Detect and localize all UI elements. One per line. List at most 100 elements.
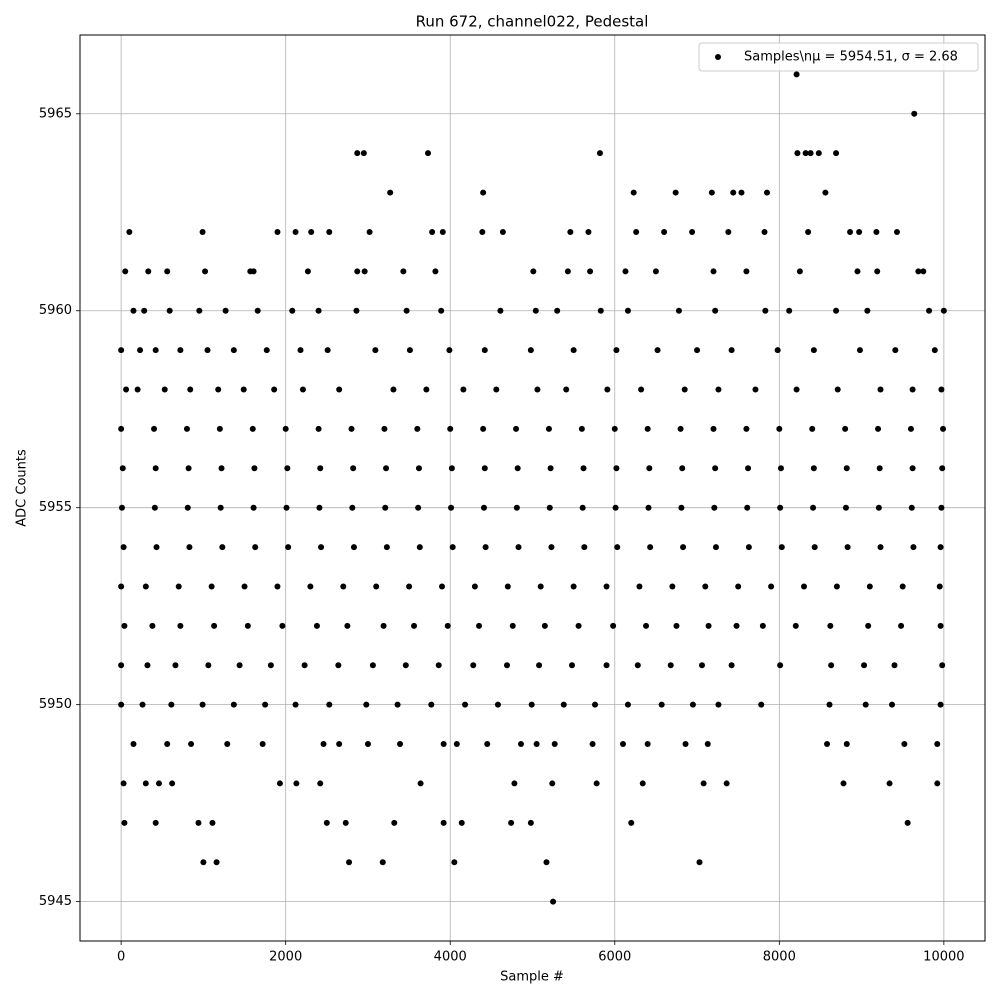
point xyxy=(186,544,193,551)
x-axis-label: Sample # xyxy=(500,970,564,985)
point xyxy=(494,701,501,708)
point xyxy=(479,228,486,235)
point xyxy=(250,268,257,275)
point xyxy=(120,544,127,551)
point xyxy=(209,819,216,826)
point xyxy=(217,504,224,511)
point xyxy=(807,150,814,157)
point xyxy=(889,701,896,708)
point xyxy=(142,583,149,590)
point xyxy=(183,425,190,432)
point xyxy=(415,504,422,511)
point xyxy=(824,741,831,748)
point xyxy=(893,228,900,235)
point xyxy=(793,71,800,78)
point xyxy=(768,583,775,590)
point xyxy=(123,386,130,393)
point xyxy=(241,583,248,590)
point xyxy=(289,307,296,314)
point xyxy=(805,228,812,235)
point xyxy=(482,544,489,551)
point xyxy=(152,819,159,826)
point xyxy=(864,307,871,314)
point xyxy=(168,701,175,708)
point xyxy=(679,465,686,472)
point xyxy=(262,701,269,708)
legend-marker xyxy=(715,54,721,60)
point xyxy=(342,819,349,826)
point xyxy=(934,741,941,748)
point xyxy=(222,307,229,314)
point xyxy=(403,307,410,314)
point xyxy=(589,741,596,748)
x-tick-label: 4000 xyxy=(434,950,467,965)
point xyxy=(126,228,133,235)
point xyxy=(926,307,933,314)
point xyxy=(279,622,286,629)
point xyxy=(336,386,343,393)
point xyxy=(585,228,592,235)
point xyxy=(842,504,849,511)
point xyxy=(379,859,386,866)
point xyxy=(809,425,816,432)
point xyxy=(282,425,289,432)
point xyxy=(283,504,290,511)
point xyxy=(276,780,283,787)
point xyxy=(383,544,390,551)
point xyxy=(250,504,257,511)
point xyxy=(534,386,541,393)
point xyxy=(891,662,898,669)
point xyxy=(137,347,144,354)
point xyxy=(202,268,209,275)
point xyxy=(480,504,487,511)
point xyxy=(340,583,347,590)
point xyxy=(603,583,610,590)
point xyxy=(647,544,654,551)
point xyxy=(680,544,687,551)
point xyxy=(363,701,370,708)
point xyxy=(643,622,650,629)
point xyxy=(134,386,141,393)
point xyxy=(204,347,211,354)
point xyxy=(432,268,439,275)
point xyxy=(554,307,561,314)
point xyxy=(308,228,315,235)
point xyxy=(301,662,308,669)
point xyxy=(634,662,641,669)
point xyxy=(451,859,458,866)
point xyxy=(762,307,769,314)
point xyxy=(778,544,785,551)
point xyxy=(810,465,817,472)
point xyxy=(118,583,125,590)
point xyxy=(840,780,847,787)
point xyxy=(886,780,893,787)
point xyxy=(745,465,752,472)
point xyxy=(118,347,125,354)
point xyxy=(284,465,291,472)
point xyxy=(543,859,550,866)
point xyxy=(907,425,914,432)
point xyxy=(515,544,522,551)
point xyxy=(364,741,371,748)
point xyxy=(939,662,946,669)
point xyxy=(259,741,266,748)
point xyxy=(215,386,222,393)
point xyxy=(118,662,125,669)
point xyxy=(815,150,822,157)
point xyxy=(199,228,206,235)
point xyxy=(406,347,413,354)
point xyxy=(411,622,418,629)
point xyxy=(344,622,351,629)
point xyxy=(263,347,270,354)
point xyxy=(499,228,506,235)
point xyxy=(346,859,353,866)
point xyxy=(444,622,451,629)
point xyxy=(462,701,469,708)
point xyxy=(877,386,884,393)
y-tick-label: 5945 xyxy=(39,894,72,909)
point xyxy=(360,150,367,157)
point xyxy=(758,701,765,708)
point xyxy=(348,425,355,432)
point xyxy=(592,701,599,708)
point xyxy=(810,504,817,511)
